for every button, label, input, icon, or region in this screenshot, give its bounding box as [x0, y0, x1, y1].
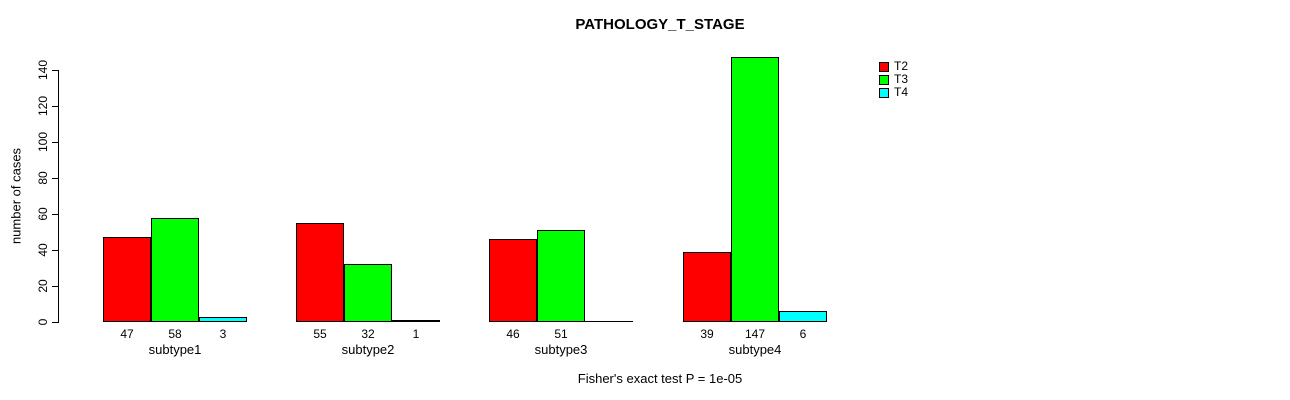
bar-value-subtype4-T2: 39	[700, 327, 714, 341]
y-tick-label: 120	[36, 95, 50, 117]
bar-value-subtype1-T3: 58	[168, 327, 182, 341]
bar-subtype1-T4	[199, 317, 247, 322]
bar-subtype1-T2	[103, 237, 151, 322]
y-tick-mark	[52, 178, 58, 179]
y-axis-line	[58, 70, 59, 323]
bar-subtype3-T2	[489, 239, 537, 322]
bar-value-subtype2-T4: 1	[412, 327, 420, 341]
y-tick-mark	[52, 322, 58, 323]
bar-subtype2-T2	[296, 223, 344, 322]
y-tick-label: 80	[36, 171, 50, 185]
bar-subtype4-T3	[731, 57, 779, 322]
legend-label-t4: T4	[894, 85, 909, 99]
y-tick-label: 140	[36, 59, 50, 81]
legend-entry-t4: T4	[879, 86, 908, 99]
legend-entry-t2: T2	[879, 60, 908, 73]
legend: T2 T3 T4	[879, 60, 908, 99]
legend-label-t2: T2	[894, 59, 909, 73]
y-tick-mark	[52, 106, 58, 107]
category-label-subtype1: subtype1	[148, 342, 202, 357]
y-tick-label: 100	[36, 131, 50, 153]
y-axis-label: number of cases	[8, 147, 24, 245]
legend-swatch-t3	[879, 74, 889, 85]
y-tick-mark	[52, 286, 58, 287]
legend-entry-t3: T3	[879, 73, 908, 86]
bar-value-subtype4-T3: 147	[744, 327, 766, 341]
bar-value-subtype4-T4: 6	[799, 327, 807, 341]
category-label-subtype4: subtype4	[728, 342, 782, 357]
y-tick-label: 40	[36, 243, 50, 257]
stats-caption: Fisher's exact test P = 1e-05	[577, 371, 743, 386]
bar-value-subtype1-T4: 3	[219, 327, 227, 341]
bar-subtype4-T4	[779, 311, 827, 322]
bar-value-subtype1-T2: 47	[120, 327, 134, 341]
y-tick-mark	[52, 70, 58, 71]
bar-subtype1-T3	[151, 218, 199, 322]
bar-subtype3-T3	[537, 230, 585, 322]
category-label-subtype3: subtype3	[534, 342, 588, 357]
legend-swatch-t2	[879, 61, 889, 72]
y-tick-label: 20	[36, 279, 50, 293]
y-tick-label: 0	[36, 318, 50, 326]
legend-label-t3: T3	[894, 72, 909, 86]
y-tick-mark	[52, 250, 58, 251]
bar-value-subtype3-T3: 51	[554, 327, 568, 341]
bar-value-subtype2-T3: 32	[361, 327, 375, 341]
bar-subtype2-T4	[392, 320, 440, 322]
legend-swatch-t4	[879, 87, 889, 98]
y-tick-label: 60	[36, 207, 50, 221]
category-label-subtype2: subtype2	[341, 342, 395, 357]
y-tick-mark	[52, 214, 58, 215]
bar-value-subtype2-T2: 55	[313, 327, 327, 341]
chart-title: PATHOLOGY_T_STAGE	[575, 16, 745, 33]
bar-value-subtype3-T2: 46	[506, 327, 520, 341]
y-tick-mark	[52, 142, 58, 143]
bar-subtype4-T2	[683, 252, 731, 322]
bar-subtype2-T3	[344, 264, 392, 322]
